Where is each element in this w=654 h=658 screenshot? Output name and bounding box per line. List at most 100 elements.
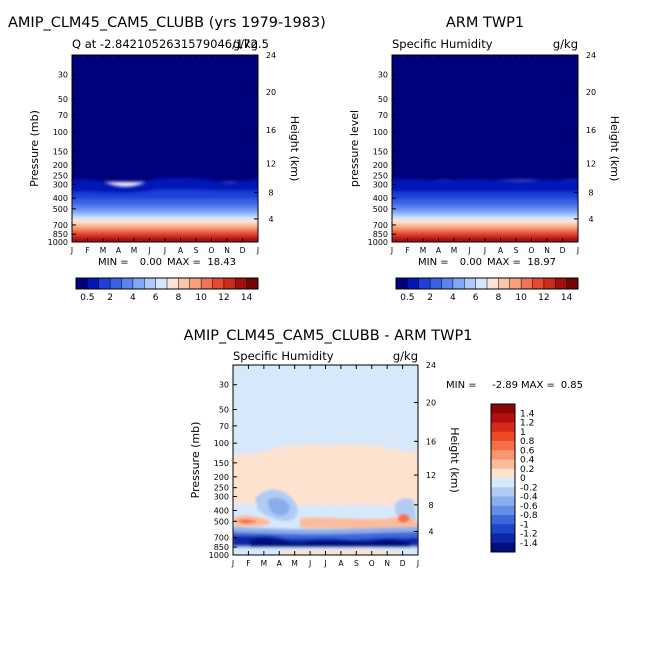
colorbar-label: -1: [520, 520, 529, 530]
colorbar-label: 4: [130, 293, 136, 303]
colorbar-swatch: [396, 278, 408, 289]
x-tick-label: A: [498, 246, 504, 255]
colorbar-swatch: [487, 278, 499, 289]
y-tick-label: 1000: [48, 238, 68, 247]
colorbar-label: 14: [241, 293, 253, 303]
obs-band-upper-dry: [392, 55, 578, 180]
height-tick-label: 12: [266, 159, 276, 168]
colorbar-label: 1.2: [520, 419, 534, 429]
x-tick-label: S: [354, 559, 359, 568]
y-axis-label: Pressure (mb): [28, 110, 41, 187]
colorbar-swatch: [491, 404, 515, 414]
colorbar-swatch: [491, 524, 515, 534]
y-tick-label: 200: [214, 473, 229, 482]
y-tick-label: 300: [214, 493, 229, 502]
panel-model-title: AMIP_CLM45_CAM5_CLUBB (yrs 1979-1983): [8, 15, 326, 31]
colorbar-label: -0.8: [520, 511, 538, 521]
height-tick-label: 4: [268, 215, 273, 224]
colorbar-label: 2: [427, 293, 433, 303]
colorbar-label: 0.8: [520, 437, 535, 447]
panel-model-min-label: MIN =: [98, 257, 129, 268]
field-band-9: [72, 229, 258, 232]
height-tick-label: 12: [426, 471, 436, 480]
y-tick-label: 50: [219, 406, 229, 415]
x-tick-label: J: [231, 559, 234, 568]
x-tick-label: F: [246, 559, 250, 568]
colorbar-swatch: [155, 278, 168, 289]
field-band-11: [72, 235, 258, 238]
obs-band-5: [392, 217, 578, 220]
x-tick-label: M: [131, 246, 137, 255]
colorbar-swatch: [407, 278, 420, 289]
colorbar-label: 1.4: [520, 409, 535, 419]
obs-band-6: [392, 220, 578, 223]
x-tick-label: M: [291, 559, 297, 568]
y-tick-label: 250: [214, 484, 229, 493]
obs-band-9: [392, 229, 578, 232]
y-tick-label: 250: [53, 172, 68, 181]
x-tick-label: D: [400, 559, 406, 568]
obs-band-8: [392, 226, 578, 229]
colorbar-swatch: [498, 278, 511, 289]
y-tick-label: 500: [214, 517, 229, 526]
diff-region-negative-lower-core: [250, 538, 410, 547]
height-tick-label: 24: [586, 51, 596, 60]
diff-region-positive-500: [233, 515, 418, 529]
panel-obs: ARM TWP1 Specific Humidity g/kg: [348, 15, 621, 303]
y-tick-label: 250: [373, 172, 388, 181]
x-tick-label: F: [405, 246, 409, 255]
colorbar-swatch: [87, 278, 100, 289]
x-tick-label: J: [323, 559, 326, 568]
field-band-3: [72, 210, 258, 214]
x-tick-label: F: [85, 246, 89, 255]
panel-obs-units: g/kg: [553, 37, 578, 51]
x-tick-label: J: [483, 246, 486, 255]
y-tick-label: 30: [58, 70, 68, 79]
colorbar-label: 6: [473, 293, 479, 303]
x-tick-label: D: [560, 246, 566, 255]
y-tick-label: 150: [214, 459, 229, 468]
colorbar-swatch: [121, 278, 134, 289]
field-band-1: [72, 199, 258, 205]
y-tick-label: 100: [53, 128, 68, 137]
height-tick-label: 8: [588, 189, 593, 198]
x-tick-label: J: [467, 246, 470, 255]
colorbar-swatch: [566, 278, 579, 289]
field-band-7: [72, 223, 258, 226]
panel-obs-min-label: MIN =: [418, 257, 449, 268]
x-tick-label: J: [147, 246, 150, 255]
x-tick-label: A: [436, 246, 442, 255]
colorbar-label: 6: [153, 293, 159, 303]
x-tick-label: A: [178, 246, 184, 255]
colorbar-label: 0: [520, 474, 526, 484]
height-tick-label: 4: [588, 215, 593, 224]
panel-model-max-label: MAX =: [167, 257, 201, 268]
x-tick-label: M: [100, 246, 106, 255]
y-tick-label: 50: [378, 95, 388, 104]
colorbar-swatch: [491, 515, 515, 525]
y-axis-label: Pressure (mb): [189, 422, 202, 499]
panel-diff-max-value: 0.85: [561, 380, 583, 391]
height-tick-label: 24: [426, 361, 436, 370]
obs-band-2: [392, 205, 578, 210]
field-band-5: [72, 217, 258, 220]
colorbar-label: 14: [561, 293, 573, 303]
y-tick-label: 200: [53, 161, 68, 170]
colorbar-swatch: [509, 278, 522, 289]
panel-obs-subtitle: Specific Humidity: [392, 37, 493, 51]
colorbar-swatch: [452, 278, 465, 289]
colorbar-label: 0.4: [520, 456, 535, 466]
panel-diff-subtitle: Specific Humidity: [233, 349, 334, 363]
colorbar-label: 10: [515, 293, 527, 303]
panel-diff-max-label: MAX =: [521, 380, 555, 391]
panel-model-subtitle: Q at -2.8421052631579046/172.5: [72, 37, 269, 51]
colorbar-label: 2: [107, 293, 113, 303]
y-tick-label: 100: [214, 439, 229, 448]
colorbar-label: 10: [195, 293, 207, 303]
obs-band-7: [392, 223, 578, 226]
x-tick-label: M: [451, 246, 457, 255]
colorbar-swatch: [110, 278, 122, 289]
colorbar-swatch: [491, 450, 515, 460]
